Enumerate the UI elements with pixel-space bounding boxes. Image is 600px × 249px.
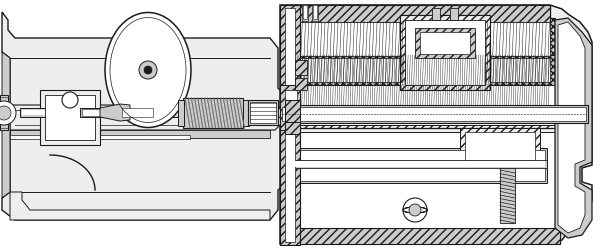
Bar xyxy=(285,8,295,242)
Bar xyxy=(290,35,555,125)
Polygon shape xyxy=(558,22,585,233)
Bar xyxy=(82,109,118,116)
Bar xyxy=(248,100,278,125)
Circle shape xyxy=(0,101,16,125)
Bar xyxy=(285,55,555,85)
Bar xyxy=(250,102,276,123)
Polygon shape xyxy=(280,5,592,244)
Bar xyxy=(22,110,588,115)
Bar xyxy=(292,160,547,168)
Bar xyxy=(460,128,540,168)
Bar xyxy=(420,32,470,54)
Bar xyxy=(285,128,560,243)
Bar xyxy=(302,5,308,21)
Polygon shape xyxy=(2,12,290,220)
Bar xyxy=(292,148,547,183)
Polygon shape xyxy=(10,192,270,220)
Bar xyxy=(295,60,307,75)
Circle shape xyxy=(62,92,78,108)
Bar xyxy=(290,58,550,82)
Bar xyxy=(285,5,550,80)
Circle shape xyxy=(144,66,152,74)
Ellipse shape xyxy=(105,12,191,127)
Bar xyxy=(280,85,300,130)
Bar xyxy=(285,5,550,23)
Bar xyxy=(280,105,588,123)
Bar xyxy=(10,130,270,138)
Bar xyxy=(294,161,545,167)
Circle shape xyxy=(403,198,427,222)
Bar xyxy=(285,30,560,130)
Bar xyxy=(40,90,100,145)
Bar xyxy=(120,106,155,119)
Bar xyxy=(45,95,95,140)
Bar xyxy=(295,78,307,90)
Bar xyxy=(290,22,550,56)
Bar xyxy=(432,8,440,20)
Bar xyxy=(243,100,249,126)
Bar xyxy=(294,150,545,181)
Circle shape xyxy=(409,204,421,216)
Bar xyxy=(400,15,490,90)
Bar xyxy=(290,8,545,73)
Bar xyxy=(312,5,318,21)
Bar xyxy=(285,100,300,122)
Bar xyxy=(80,108,120,117)
Bar xyxy=(500,168,515,223)
Circle shape xyxy=(0,106,11,120)
Bar xyxy=(183,98,243,128)
Bar xyxy=(10,135,190,139)
Bar xyxy=(290,132,555,239)
Bar xyxy=(450,8,458,20)
Bar xyxy=(285,122,300,134)
Bar xyxy=(285,90,297,125)
Polygon shape xyxy=(10,105,283,130)
Circle shape xyxy=(139,61,157,79)
Bar xyxy=(303,5,307,19)
Polygon shape xyxy=(2,52,10,198)
Bar xyxy=(415,28,475,58)
Bar xyxy=(280,5,300,245)
Polygon shape xyxy=(100,104,130,121)
Polygon shape xyxy=(555,18,592,238)
Bar xyxy=(122,108,153,117)
Bar xyxy=(313,5,317,19)
Bar xyxy=(405,20,485,85)
Bar xyxy=(178,100,184,126)
Bar xyxy=(285,228,560,244)
Bar xyxy=(282,107,586,121)
Bar xyxy=(285,18,555,60)
Bar xyxy=(0,95,8,130)
Bar xyxy=(20,108,590,117)
Bar xyxy=(465,132,535,164)
